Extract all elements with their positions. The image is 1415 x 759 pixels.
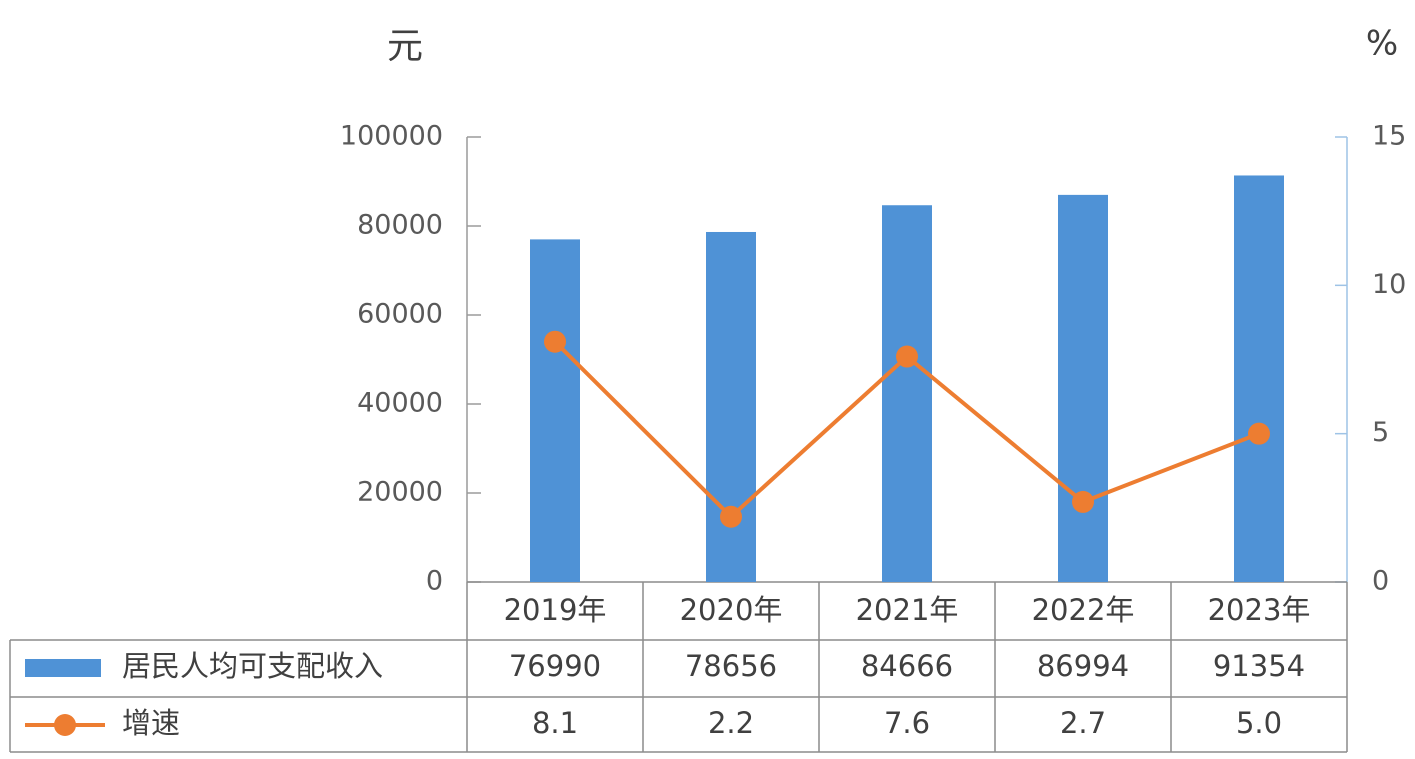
table-cell: 8.1 — [532, 706, 578, 740]
legend-label: 增速 — [122, 706, 180, 740]
x-tick-label: 2022年 — [1032, 593, 1135, 627]
table-cell: 91354 — [1213, 649, 1305, 683]
y-axis-label: 元 — [387, 26, 423, 67]
legend-marker — [54, 714, 76, 736]
marker — [896, 345, 918, 368]
legend-label: 居民人均可支配收入 — [122, 649, 383, 683]
y-tick-label: 0 — [426, 566, 443, 597]
y2-axis-label: % — [1366, 24, 1398, 64]
table-cell: 86994 — [1037, 649, 1129, 683]
x-tick-label: 2021年 — [856, 593, 959, 627]
y-tick-label: 20000 — [357, 477, 443, 508]
y-tick-label: 60000 — [357, 299, 443, 330]
bar — [1234, 175, 1284, 582]
table-cell: 2.7 — [1060, 706, 1106, 740]
y2-tick-label: 15 — [1372, 121, 1406, 152]
x-tick-label: 2019年 — [504, 593, 607, 627]
y-tick-label: 80000 — [357, 210, 443, 241]
table-cell: 84666 — [861, 649, 953, 683]
x-tick-label: 2020年 — [680, 593, 783, 627]
marker — [1248, 422, 1270, 445]
marker — [1072, 490, 1094, 513]
y2-tick-label: 5 — [1372, 417, 1389, 448]
table-cell: 7.6 — [884, 706, 930, 740]
bar — [530, 239, 580, 582]
bar — [1058, 194, 1108, 582]
y2-tick-label: 10 — [1372, 269, 1406, 300]
table-cell: 78656 — [685, 649, 777, 683]
y-tick-label: 100000 — [340, 121, 443, 152]
marker — [720, 505, 742, 528]
marker — [544, 330, 566, 353]
y-tick-label: 40000 — [357, 388, 443, 419]
table-cell: 76990 — [509, 649, 601, 683]
legend-swatch — [25, 659, 101, 677]
bar — [882, 205, 932, 582]
table-cell: 5.0 — [1236, 706, 1282, 740]
table-cell: 2.2 — [708, 706, 754, 740]
bar — [706, 231, 756, 582]
x-tick-label: 2023年 — [1208, 593, 1311, 627]
y2-tick-label: 0 — [1372, 566, 1389, 597]
